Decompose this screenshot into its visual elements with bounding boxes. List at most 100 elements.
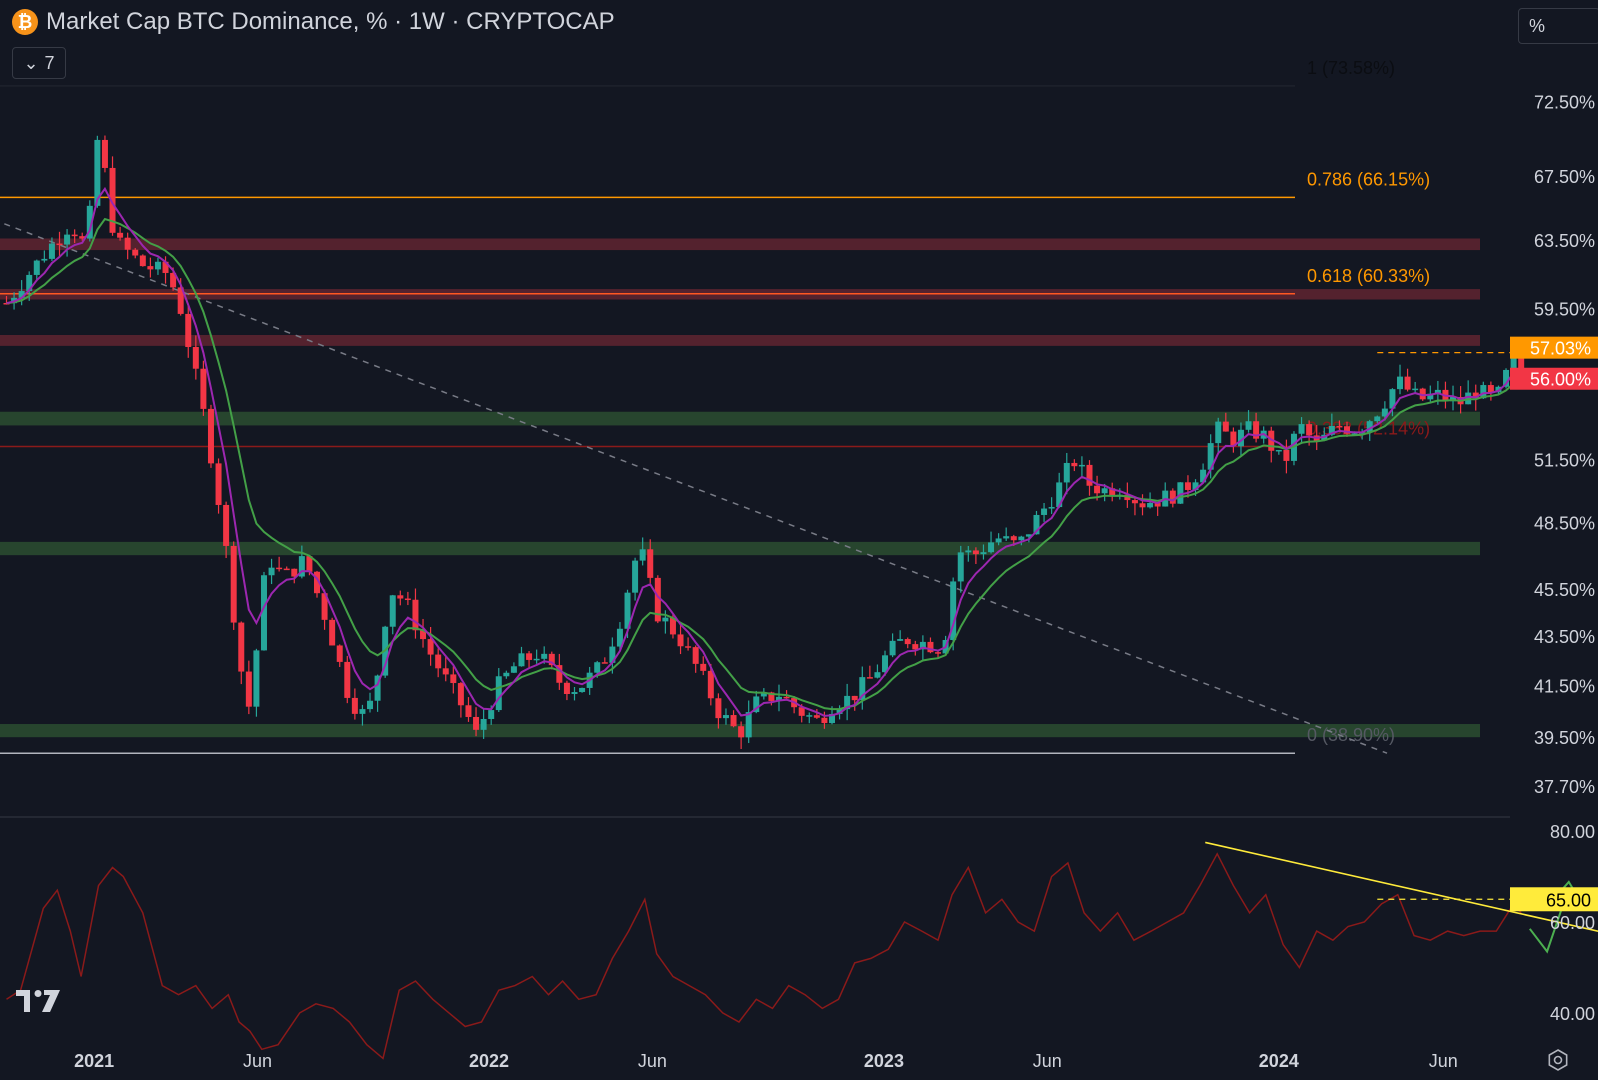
candle-body bbox=[238, 622, 245, 672]
candle-body bbox=[283, 568, 290, 571]
price-tick-label: 45.50% bbox=[1534, 580, 1595, 600]
price-label: 57.03% bbox=[1530, 339, 1591, 359]
gear-icon[interactable] bbox=[1546, 1048, 1570, 1072]
candle-body bbox=[632, 560, 639, 593]
candle-body bbox=[18, 291, 25, 298]
candle-body bbox=[276, 567, 283, 570]
candle-body bbox=[965, 550, 972, 553]
candle-body bbox=[71, 234, 78, 237]
candle-body bbox=[321, 593, 328, 620]
indicators-collapse-button[interactable]: ⌄ 7 bbox=[12, 47, 66, 79]
price-tick-label: 67.50% bbox=[1534, 167, 1595, 187]
candle-body bbox=[132, 249, 139, 256]
candle-body bbox=[927, 641, 934, 653]
candle-body bbox=[1063, 462, 1070, 483]
candle-body bbox=[1169, 490, 1176, 504]
candle-body bbox=[980, 552, 987, 555]
candle-body bbox=[1033, 514, 1040, 535]
candle-body bbox=[715, 698, 722, 719]
candle-body bbox=[647, 549, 654, 578]
candle-body bbox=[556, 665, 563, 683]
candle-body bbox=[200, 368, 207, 409]
candle-body bbox=[685, 646, 692, 648]
candle-body bbox=[207, 408, 214, 464]
candle-body bbox=[367, 700, 374, 710]
candle-body bbox=[1336, 425, 1343, 428]
candle-body bbox=[427, 639, 434, 655]
candle-body bbox=[1071, 462, 1078, 467]
candle-body bbox=[344, 661, 351, 698]
time-tick-label: Jun bbox=[1429, 1051, 1458, 1071]
rsi-tick-label: 40.00 bbox=[1550, 1004, 1595, 1024]
time-axis[interactable]: 2021 Jun 2022 Jun 2023 Jun 2024 Jun bbox=[74, 1051, 1458, 1071]
candle-body bbox=[775, 696, 782, 701]
candle-body bbox=[1298, 424, 1305, 434]
candle-body bbox=[1109, 488, 1116, 497]
candle-body bbox=[768, 692, 775, 701]
fib-label-1: 0.786 (66.15%) bbox=[1307, 169, 1430, 189]
candle-body bbox=[912, 644, 919, 650]
candle-body bbox=[662, 617, 669, 622]
rsi-tick-label: 80.00 bbox=[1550, 822, 1595, 842]
chart-title[interactable]: Market Cap BTC Dominance, % · 1W · CRYPT… bbox=[46, 8, 615, 35]
candle-body bbox=[1078, 464, 1085, 467]
candle-body bbox=[86, 205, 93, 239]
candle-body bbox=[579, 687, 586, 693]
candle-body bbox=[1086, 464, 1093, 486]
price-axis[interactable]: 72.50% 67.50% 63.50% 59.50% 51.50% 48.50% 45.5… bbox=[1534, 92, 1595, 1024]
candle-body bbox=[450, 674, 457, 684]
candle-body bbox=[882, 655, 889, 673]
candle-body bbox=[624, 592, 631, 629]
rsi-level-label-bg bbox=[1510, 887, 1598, 912]
candle-body bbox=[533, 658, 540, 661]
candle-body bbox=[109, 167, 116, 233]
candle-body bbox=[1139, 503, 1146, 508]
candle-body bbox=[389, 595, 396, 627]
candle-body bbox=[1237, 429, 1244, 447]
candle-body bbox=[669, 617, 676, 635]
candle-body bbox=[1253, 421, 1260, 439]
candle-body bbox=[374, 675, 381, 701]
candle-body bbox=[594, 662, 601, 673]
candle-body bbox=[950, 581, 957, 641]
candle-body bbox=[1200, 469, 1207, 483]
tradingview-logo-icon[interactable] bbox=[16, 990, 64, 1014]
candle-body bbox=[185, 313, 192, 347]
rsi-line bbox=[6, 852, 1522, 1060]
candle-body bbox=[1381, 408, 1388, 417]
candle-body bbox=[1283, 449, 1290, 461]
indicator-count: 7 bbox=[44, 52, 55, 73]
candle-body bbox=[919, 641, 926, 650]
candle-body bbox=[124, 237, 131, 250]
candle-body bbox=[874, 672, 881, 678]
time-tick-label: Jun bbox=[1033, 1051, 1062, 1071]
candle-body bbox=[548, 653, 555, 666]
candle-body bbox=[117, 232, 124, 238]
candle-body bbox=[336, 645, 343, 662]
candle-body bbox=[1328, 425, 1335, 435]
candle-body bbox=[783, 696, 790, 699]
candle-body bbox=[435, 654, 442, 669]
candle-body bbox=[253, 650, 260, 707]
candle-body bbox=[851, 695, 858, 701]
candle-body bbox=[1351, 433, 1358, 435]
candle-body bbox=[397, 595, 404, 599]
chevron-down-icon: ⌄ bbox=[23, 52, 39, 73]
price-tick-label: 37.70% bbox=[1534, 777, 1595, 797]
candle-body bbox=[503, 672, 510, 677]
candle-body bbox=[821, 717, 828, 724]
candle-body bbox=[859, 677, 866, 701]
candle-body bbox=[798, 707, 805, 716]
candle-body bbox=[1207, 443, 1214, 470]
scale-mode-button[interactable]: % bbox=[1518, 8, 1598, 44]
candle-body bbox=[351, 697, 358, 714]
candle-body bbox=[26, 274, 33, 292]
candle-body bbox=[571, 692, 578, 694]
candle-body bbox=[1230, 431, 1237, 447]
candle-body bbox=[1094, 485, 1101, 494]
candle-body bbox=[1184, 482, 1191, 490]
moving-averages bbox=[6, 186, 1522, 717]
candle-body bbox=[1275, 449, 1282, 452]
candle-body bbox=[1245, 421, 1252, 430]
